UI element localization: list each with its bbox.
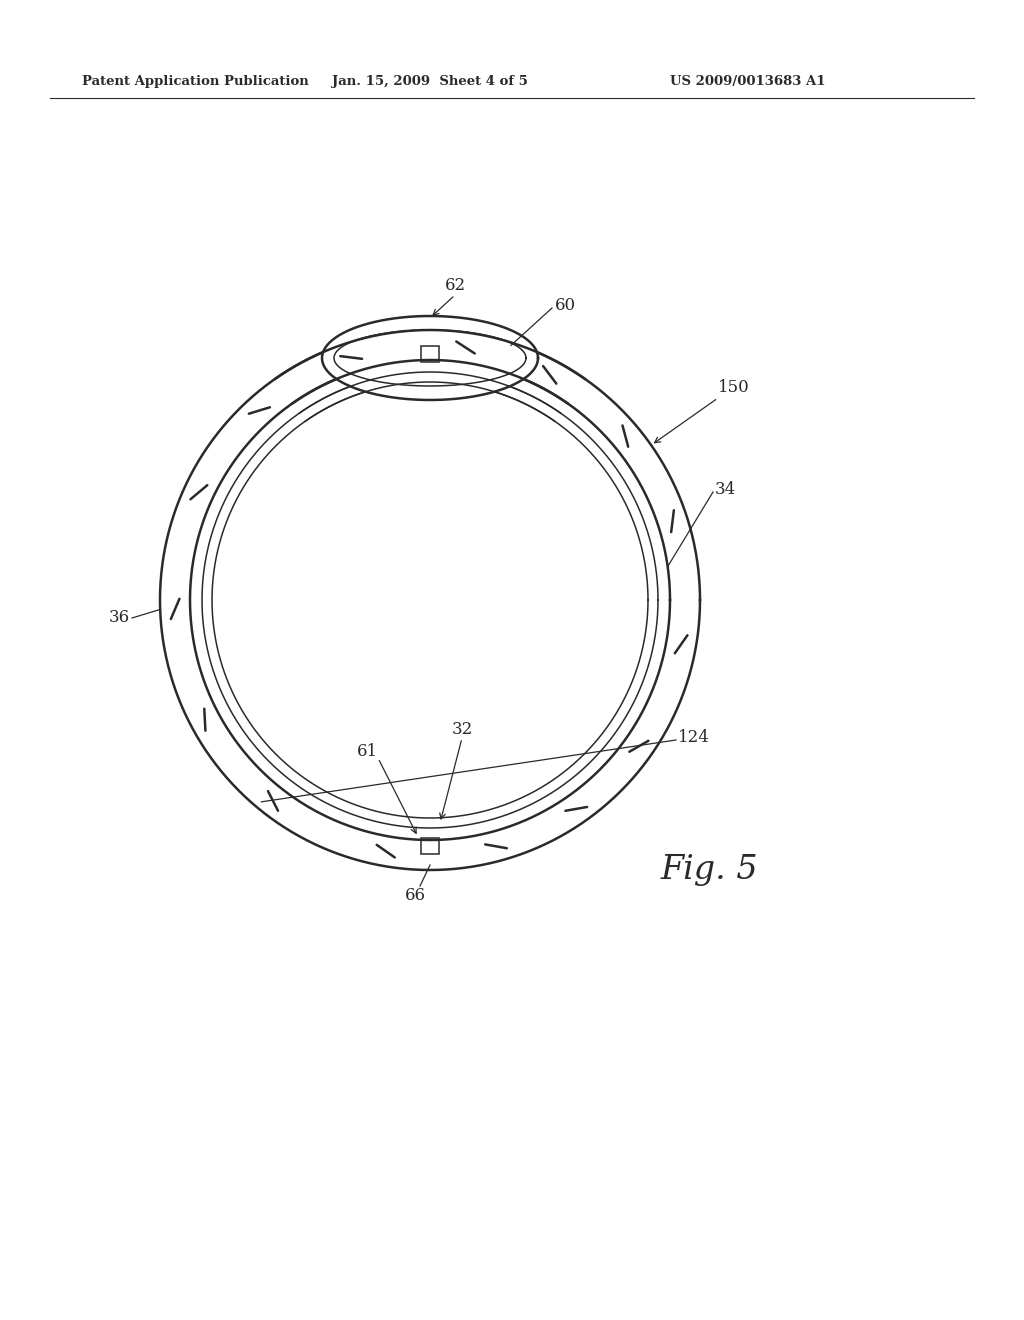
Text: 61: 61 (357, 743, 378, 760)
Text: 150: 150 (718, 380, 750, 396)
Text: 32: 32 (452, 722, 473, 738)
Text: 124: 124 (678, 730, 710, 747)
Text: 36: 36 (109, 610, 130, 627)
Text: US 2009/0013683 A1: US 2009/0013683 A1 (670, 75, 825, 88)
Bar (421, 346, 439, 362)
Text: 60: 60 (555, 297, 577, 314)
Polygon shape (322, 315, 538, 400)
Text: 62: 62 (445, 276, 466, 293)
Bar (421, 838, 439, 854)
Text: Jan. 15, 2009  Sheet 4 of 5: Jan. 15, 2009 Sheet 4 of 5 (332, 75, 528, 88)
Text: 66: 66 (404, 887, 426, 903)
Polygon shape (334, 330, 526, 385)
Text: Patent Application Publication: Patent Application Publication (82, 75, 309, 88)
Text: Fig. 5: Fig. 5 (660, 854, 758, 886)
Text: 34: 34 (715, 482, 736, 499)
